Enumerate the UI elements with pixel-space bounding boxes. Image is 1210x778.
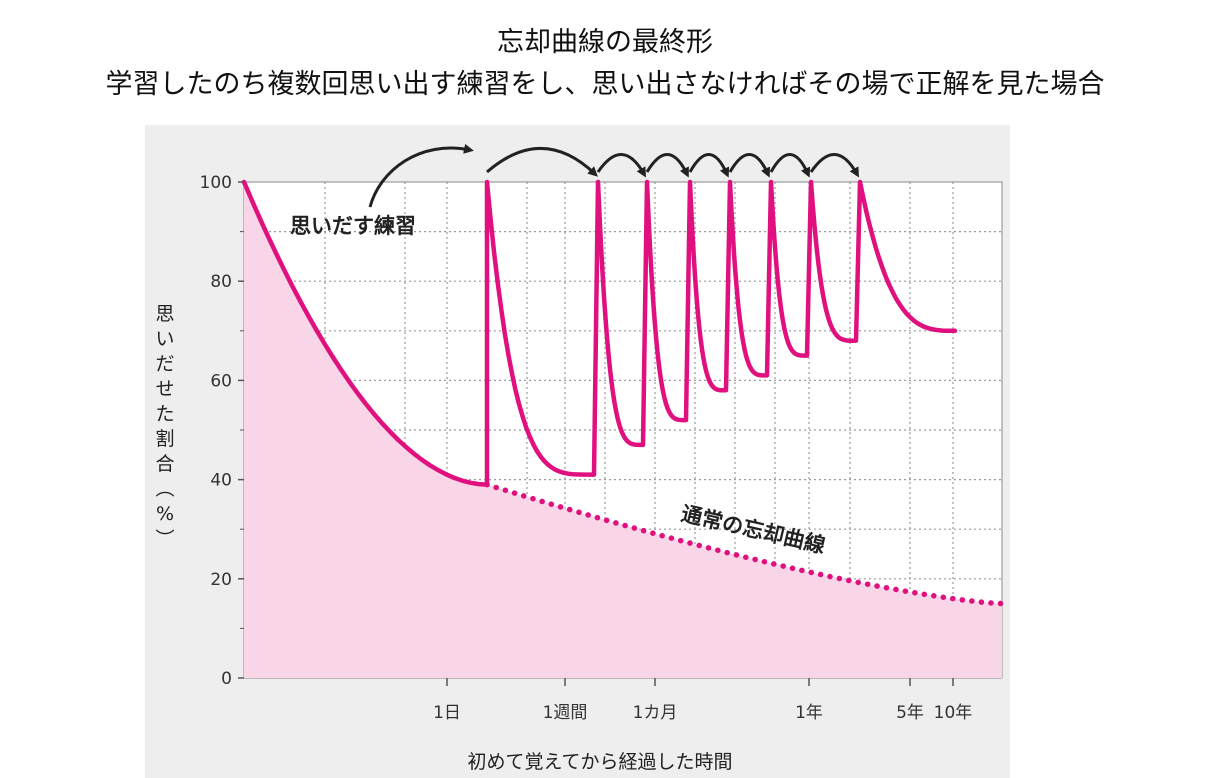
y-axis-label-char: た bbox=[155, 403, 174, 425]
y-tick-label: 40 bbox=[210, 471, 232, 491]
x-tick-label: 10年 bbox=[934, 703, 973, 723]
y-axis-label-char: せ bbox=[155, 378, 174, 400]
x-tick-label: 1年 bbox=[795, 703, 823, 723]
arrow bbox=[728, 153, 771, 178]
y-axis-label-char: % bbox=[156, 503, 174, 525]
arrow bbox=[596, 153, 646, 178]
arrow bbox=[486, 147, 598, 177]
x-tick-label: 1週間 bbox=[543, 703, 588, 723]
area-under-curve bbox=[244, 182, 1002, 678]
chart-title: 忘却曲線の最終形 bbox=[497, 27, 713, 58]
arrow bbox=[809, 153, 859, 178]
y-axis-label-char: 割 bbox=[155, 428, 174, 450]
y-axis-label-char: （ bbox=[153, 478, 175, 497]
series-retrieval-practice-curve bbox=[241, 179, 958, 487]
y-axis-label-char: 合 bbox=[155, 453, 174, 475]
y-tick-label: 60 bbox=[210, 371, 232, 391]
x-tick-label: 1日 bbox=[433, 703, 461, 723]
y-tick-label: 100 bbox=[200, 173, 232, 193]
x-tick-label: 5年 bbox=[896, 703, 924, 723]
y-tick-label: 0 bbox=[221, 669, 232, 689]
series-normal-forgetting-curve bbox=[484, 481, 1005, 607]
y-axis-label-char: 思 bbox=[155, 303, 174, 325]
arrow bbox=[645, 153, 689, 178]
y-axis-label-char: だ bbox=[155, 353, 174, 375]
annotation-practice: 思いだす練習 bbox=[290, 214, 416, 238]
x-axis-label: 初めて覚えてから経過した時間 bbox=[467, 751, 732, 773]
arrow bbox=[368, 143, 474, 208]
y-axis-label-char: ） bbox=[153, 528, 175, 547]
y-tick-label: 20 bbox=[210, 570, 232, 590]
arrow bbox=[688, 153, 730, 178]
x-tick-label: 1カ月 bbox=[633, 703, 678, 723]
y-axis-label-char: い bbox=[155, 328, 174, 350]
chart-subtitle: 学習したのち複数回思い出す練習をし、思い出さなければその場で正解を見た場合 bbox=[105, 69, 1105, 100]
y-tick-label: 80 bbox=[210, 272, 232, 292]
arrow bbox=[769, 153, 811, 178]
